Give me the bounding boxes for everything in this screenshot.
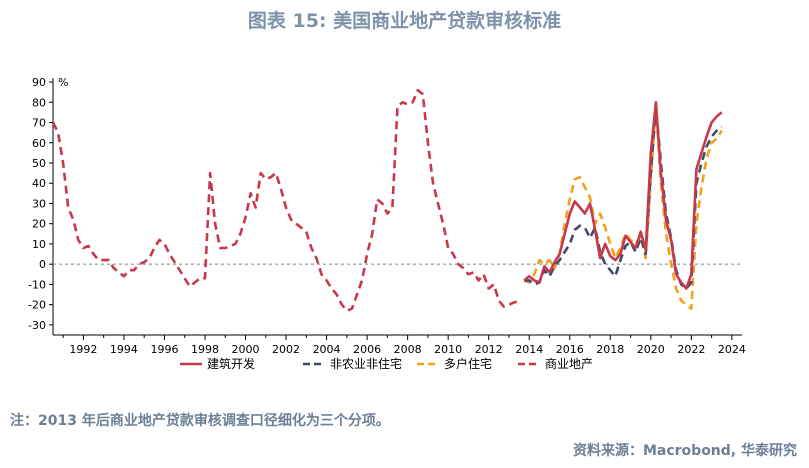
x-tick-label: 1992 [69,343,97,356]
y-unit-label: % [58,76,68,89]
x-tick-label: 2000 [232,343,260,356]
y-tick-label: 30 [32,197,46,210]
y-tick-label: -10 [28,278,46,291]
x-tick-label: 2012 [475,343,503,356]
y-tick-label: -20 [28,299,46,312]
y-tick-label: 90 [32,76,46,89]
y-tick-label: -30 [28,319,46,332]
chart-title: 图表 15: 美国商业地产贷款审核标准 [247,10,562,32]
legend-label-commercial_re: 商业地产 [545,356,593,371]
y-tick-label: 0 [39,258,46,271]
legend: 建筑开发 非农业非住宅 多户住宅 商业地产 [180,356,593,371]
legend-label-multifamily: 多户住宅 [444,356,492,371]
x-tick-label: 2022 [677,343,705,356]
y-tick-label: 60 [32,137,46,150]
series-line-multifamily [523,105,723,311]
y-tick-label: 80 [32,96,46,109]
series-line-commercial_re [51,88,520,313]
legend-label-construction: 建筑开发 [207,356,255,371]
x-tick-label: 1994 [110,343,138,356]
series-group [51,88,723,313]
legend-label-nonfarm: 非农业非住宅 [330,356,402,371]
y-tick-label: 10 [32,238,46,251]
x-tick-label: 2014 [515,343,543,356]
x-tick-label: 2010 [434,343,462,356]
x-tick-label: 2008 [394,343,422,356]
series-line-nonfarm [524,105,723,290]
y-tick-label: 40 [32,177,46,190]
x-tick-label: 2020 [637,343,665,356]
x-tick-label: 1996 [150,343,178,356]
series-line-construction [523,101,723,290]
x-tick-label: 2002 [272,343,300,356]
x-tick-label: 2016 [556,343,584,356]
source-text: 资料来源：Macrobond, 华泰研究 [572,443,797,459]
y-tick-label: 70 [32,117,46,130]
chart-note: 注：2013 年后商业地产贷款审核调查口径细化为三个分项。 [10,413,390,429]
y-tick-label: 20 [32,218,46,231]
x-tick-label: 2004 [313,343,341,356]
x-tick-label: 2024 [718,343,746,356]
y-tick-label: 50 [32,157,46,170]
x-tick-label: 1998 [191,343,219,356]
x-tick-label: 2018 [596,343,624,356]
x-tick-label: 2006 [353,343,381,356]
